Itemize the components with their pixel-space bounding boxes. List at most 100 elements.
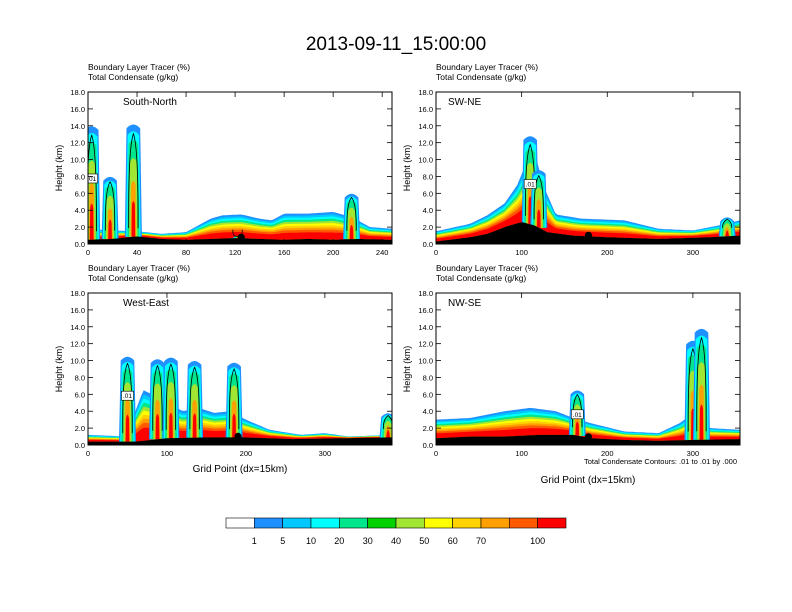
panel-label: West-East bbox=[123, 298, 169, 309]
colorbar-box-12 bbox=[537, 517, 567, 529]
y-tick-label: 18.0 bbox=[70, 88, 85, 97]
colorbar-box-3 bbox=[282, 517, 312, 529]
y-tick-label: 18.0 bbox=[418, 88, 433, 97]
tower-3-band-6 bbox=[131, 201, 136, 237]
contour-label: .01 bbox=[573, 412, 582, 419]
panel-label: NW-SE bbox=[448, 298, 481, 309]
x-tick-label: 240 bbox=[376, 248, 389, 257]
x-tick-label: 0 bbox=[434, 248, 438, 257]
colorbar-label: 5 bbox=[280, 536, 285, 546]
y-tick-label: 18.0 bbox=[70, 289, 85, 298]
terrain bbox=[88, 437, 392, 445]
condensate-contour-6 bbox=[382, 415, 392, 430]
location-marker bbox=[234, 432, 242, 440]
panel-subtitle-tracer: Boundary Layer Tracer (%) bbox=[436, 62, 538, 72]
y-tick-label: 0.0 bbox=[75, 240, 85, 249]
colorbar-label: 100 bbox=[530, 536, 545, 546]
y-tick-label: 8.0 bbox=[423, 172, 433, 181]
x-tick-label: 300 bbox=[687, 449, 700, 458]
tower-3-band-6 bbox=[699, 404, 704, 440]
y-tick-label: 12.0 bbox=[418, 139, 433, 148]
tower-2-band-6 bbox=[108, 219, 112, 239]
contour-label-box bbox=[88, 173, 98, 184]
tower-1-band-6 bbox=[89, 203, 94, 240]
panel-label: SW-NE bbox=[448, 97, 481, 108]
condensate-contour-3 bbox=[165, 363, 177, 430]
panel-subtitle-condensate: Total Condensate (g/kg) bbox=[88, 273, 178, 283]
colorbar-box-5 bbox=[338, 517, 368, 529]
condensate-contour-2 bbox=[104, 181, 116, 231]
y-tick-label: 6.0 bbox=[423, 189, 433, 198]
y-tick-label: 14.0 bbox=[70, 122, 85, 131]
x-tick-label: 100 bbox=[515, 248, 528, 257]
panel-label: South-North bbox=[123, 97, 177, 108]
y-tick-label: 2.0 bbox=[423, 424, 433, 433]
plot-frame bbox=[435, 292, 741, 446]
condensate-contour-2 bbox=[533, 174, 544, 220]
panel-subtitle-tracer: Boundary Layer Tracer (%) bbox=[88, 263, 190, 273]
colorbar-box-8 bbox=[423, 517, 453, 529]
panel-3: Boundary Layer Tracer (%)Total Condensat… bbox=[54, 263, 393, 475]
y-tick-label: 10.0 bbox=[418, 156, 433, 165]
y-tick-label: 2.0 bbox=[423, 223, 433, 232]
panel-2: Boundary Layer Tracer (%)Total Condensat… bbox=[402, 62, 741, 257]
y-tick-label: 4.0 bbox=[75, 407, 85, 416]
tower-1-band-6 bbox=[125, 414, 130, 442]
y-tick-label: 12.0 bbox=[70, 139, 85, 148]
y-axis-label: Height (km) bbox=[402, 145, 412, 192]
colorbar-label: 50 bbox=[419, 536, 429, 546]
x-axis-label: Grid Point (dx=15km) bbox=[541, 475, 636, 486]
y-tick-label: 14.0 bbox=[418, 122, 433, 131]
x-tick-label: 300 bbox=[687, 248, 700, 257]
colorbar-box-11 bbox=[508, 517, 538, 529]
panel-subtitle-tracer: Boundary Layer Tracer (%) bbox=[88, 62, 190, 72]
contour-label-box bbox=[523, 179, 537, 189]
y-tick-label: 4.0 bbox=[75, 206, 85, 215]
y-tick-label: 2.0 bbox=[75, 223, 85, 232]
colorbar-box-7 bbox=[395, 517, 425, 529]
contour-label: .01 bbox=[123, 393, 132, 400]
y-tick-label: 4.0 bbox=[423, 206, 433, 215]
condensate-contour-3 bbox=[722, 218, 733, 228]
y-tick-label: 6.0 bbox=[75, 390, 85, 399]
tower-6-band-6 bbox=[386, 430, 390, 438]
x-tick-label: 200 bbox=[240, 449, 253, 458]
colorbar-label: 30 bbox=[363, 536, 373, 546]
contour-label-box bbox=[121, 390, 134, 401]
plot-area: .01 bbox=[88, 293, 392, 445]
tower-3-band-6 bbox=[169, 412, 173, 439]
y-tick-label: 4.0 bbox=[423, 407, 433, 416]
y-tick-label: 14.0 bbox=[70, 323, 85, 332]
y-axis-label: Height (km) bbox=[54, 346, 64, 393]
y-tick-label: 6.0 bbox=[423, 390, 433, 399]
y-tick-label: 0.0 bbox=[75, 441, 85, 450]
y-tick-label: 16.0 bbox=[418, 105, 433, 114]
tower-1-band-6 bbox=[575, 421, 580, 436]
y-tick-label: 18.0 bbox=[418, 289, 433, 298]
colorbar-label: 10 bbox=[306, 536, 316, 546]
x-tick-label: 100 bbox=[161, 449, 174, 458]
location-marker bbox=[584, 433, 593, 441]
colorbar-label: 1 bbox=[252, 536, 257, 546]
location-marker bbox=[584, 231, 593, 239]
x-tick-label: 300 bbox=[319, 449, 332, 458]
plot-frame bbox=[435, 91, 741, 245]
y-tick-label: 16.0 bbox=[70, 306, 85, 315]
panel-subtitle-tracer: Boundary Layer Tracer (%) bbox=[436, 263, 538, 273]
colorbar-box-1 bbox=[225, 517, 255, 529]
x-tick-label: 0 bbox=[434, 449, 438, 458]
colorbar: 1 5 10 20 30 40 50 60 70 100 bbox=[225, 517, 567, 546]
condensate-contour-5 bbox=[228, 368, 240, 430]
colorbar-label: 70 bbox=[476, 536, 486, 546]
contour-label-box bbox=[570, 409, 584, 420]
y-tick-label: 12.0 bbox=[418, 340, 433, 349]
plot-area: .01 bbox=[436, 293, 740, 445]
tower-2-band-6 bbox=[536, 209, 541, 228]
x-tick-label: 120 bbox=[229, 248, 242, 257]
y-tick-label: 0.0 bbox=[423, 441, 433, 450]
y-tick-label: 16.0 bbox=[418, 306, 433, 315]
tower-2-band-6 bbox=[155, 414, 160, 440]
x-tick-label: 80 bbox=[182, 248, 190, 257]
panel-subtitle-condensate: Total Condensate (g/kg) bbox=[436, 72, 526, 82]
